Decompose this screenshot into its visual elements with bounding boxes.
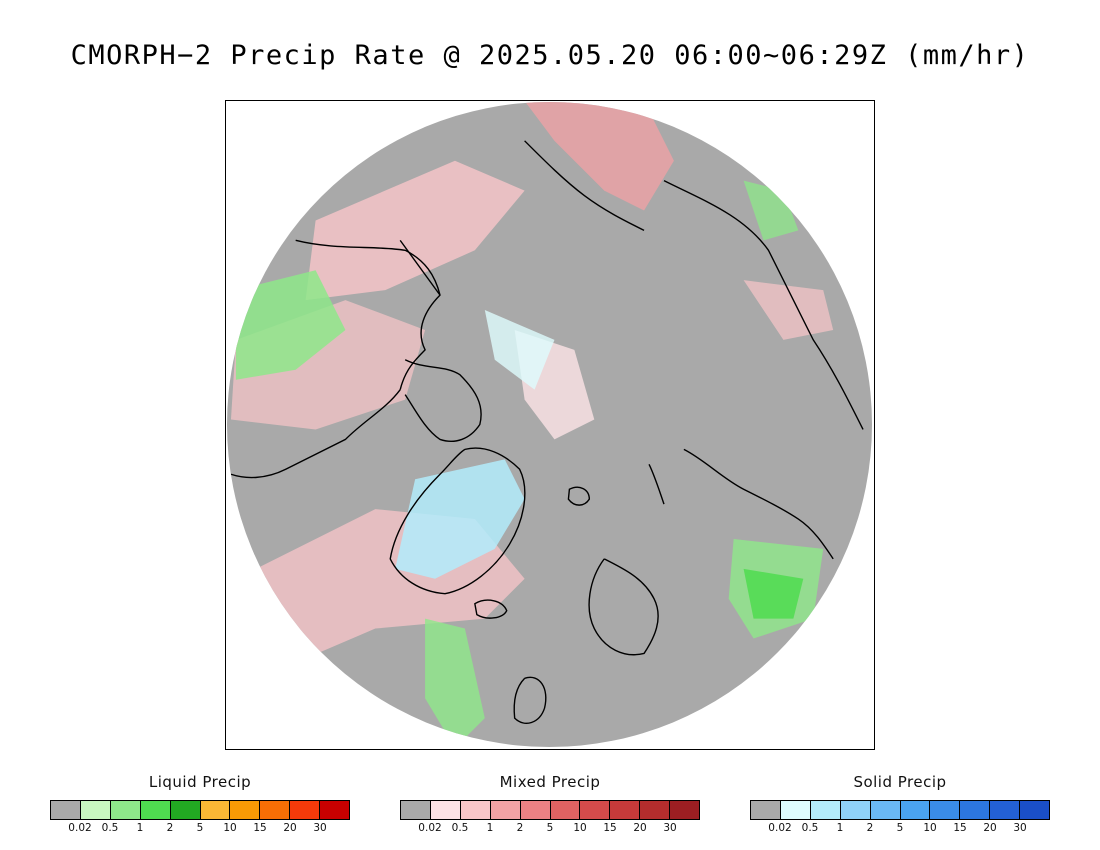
tick-labels: 0.02 0.5 1 2 5 10 15 20 30: [400, 822, 700, 836]
legend-swatch-6: [230, 801, 261, 819]
legend-tick-label: 15: [253, 822, 267, 834]
legend-mixed: Mixed Precip 0.02 0.5 1 2 5 10 15 20 30: [400, 772, 700, 836]
legend-swatch-0: [751, 801, 781, 819]
legend-swatch-9: [670, 801, 700, 819]
legend-swatch-6: [930, 801, 961, 819]
legend-swatch-8: [990, 801, 1021, 819]
legend-tick-label: 2: [866, 822, 874, 834]
legend-tick-label: 2: [516, 822, 524, 834]
polar-map-svg: [226, 101, 873, 748]
legend-swatch-9: [320, 801, 350, 819]
legend-tick-label: 20: [283, 822, 297, 834]
legend-solid: Solid Precip 0.02 0.5 1 2 5 10 15 20 30: [750, 772, 1050, 836]
legend-tick-label: 1: [486, 822, 494, 834]
legend-tick-label: 30: [313, 822, 327, 834]
coastline-svalbard: [567, 486, 591, 506]
legend-tick-label: 1: [836, 822, 844, 834]
legend-swatch-1: [430, 801, 461, 819]
liquid-precip-northwest: [235, 270, 346, 380]
legend-swatch-6: [580, 801, 611, 819]
mixed-precip-siberia: [524, 101, 674, 211]
legend-swatch-4: [170, 801, 201, 819]
coastlines: [230, 140, 864, 724]
precip-overlay: [230, 101, 864, 748]
coastline-scandinavia: [588, 558, 659, 656]
coastline-russia-north: [683, 448, 834, 560]
legend-tick-label: 10: [923, 822, 937, 834]
legend-swatch-7: [260, 801, 291, 819]
coastline-novaya-zemlya: [648, 464, 665, 505]
legend-tick-label: 2: [166, 822, 174, 834]
liquid-precip-atlantic: [425, 618, 485, 748]
legend-title: Liquid Precip: [148, 773, 252, 791]
legend-liquid: Liquid Precip 0.02 0.5 1 2 5 10 15 20 30: [50, 772, 350, 836]
legend-tick-label: 0.02: [768, 822, 792, 834]
legend-tick-label: 15: [603, 822, 617, 834]
coastline-british-isles: [513, 676, 547, 724]
legend-tick-label: 20: [633, 822, 647, 834]
legend-tick-label: 30: [1013, 822, 1027, 834]
polar-map: [225, 100, 875, 750]
legend-tick-label: 0.5: [451, 822, 469, 834]
legend-swatch-3: [140, 801, 171, 819]
legend-tick-label: 15: [953, 822, 967, 834]
legend-swatch-2: [110, 801, 141, 819]
legend-swatch-8: [290, 801, 321, 819]
legend-tick-label: 10: [573, 822, 587, 834]
legend-swatch-7: [610, 801, 641, 819]
legend-swatch-2: [810, 801, 841, 819]
color-scale: [50, 800, 350, 820]
solid-precip-greenland: [395, 459, 525, 579]
legend-swatch-5: [200, 801, 231, 819]
legend-swatch-1: [780, 801, 811, 819]
coastline-greenland: [389, 447, 526, 595]
coastline-canadian-archipelago: [404, 359, 482, 442]
legend-swatch-2: [460, 801, 491, 819]
legend-tick-label: 10: [223, 822, 237, 834]
liquid-precip-scandinavia: [743, 568, 804, 619]
legend-swatch-3: [840, 801, 871, 819]
legend-swatch-7: [960, 801, 991, 819]
coastline-iceland: [474, 599, 508, 619]
legend-swatch-4: [520, 801, 551, 819]
border-alaska-canada: [399, 239, 441, 296]
legend-title: Mixed Precip: [499, 773, 601, 791]
legend-tick-label: 1: [136, 822, 144, 834]
legend-swatch-4: [870, 801, 901, 819]
legend-swatch-0: [51, 801, 81, 819]
legend-tick-label: 20: [983, 822, 997, 834]
legend-tick-label: 5: [896, 822, 904, 834]
legend-swatch-9: [1020, 801, 1050, 819]
legend-tick-label: 5: [546, 822, 554, 834]
legend-swatch-5: [550, 801, 581, 819]
mixed-precip-east: [743, 280, 834, 340]
legend-swatch-1: [80, 801, 111, 819]
legend-tick-label: 30: [663, 822, 677, 834]
tick-labels: 0.02 0.5 1 2 5 10 15 20 30: [750, 822, 1050, 836]
legend-tick-label: 5: [196, 822, 204, 834]
solid-precip-arctic: [484, 310, 555, 390]
chart-title: CMORPH−2 Precip Rate @ 2025.05.20 06:00~…: [70, 40, 1030, 71]
legend-tick-label: 0.02: [68, 822, 92, 834]
color-scale: [750, 800, 1050, 820]
legend-tick-label: 0.5: [801, 822, 819, 834]
coastline-siberia: [663, 180, 864, 430]
mixed-precip-north-pacific: [305, 160, 525, 301]
coastline-chukotka: [524, 140, 645, 232]
legend-swatch-5: [900, 801, 931, 819]
color-scale: [400, 800, 700, 820]
coastline-canada: [230, 389, 401, 479]
legend-swatch-3: [490, 801, 521, 819]
legend-title: Solid Precip: [853, 773, 947, 791]
legend-tick-label: 0.02: [418, 822, 442, 834]
legend-swatch-8: [640, 801, 671, 819]
legend-tick-label: 0.5: [101, 822, 119, 834]
tick-labels: 0.02 0.5 1 2 5 10 15 20 30: [50, 822, 350, 836]
legend-swatch-0: [401, 801, 431, 819]
